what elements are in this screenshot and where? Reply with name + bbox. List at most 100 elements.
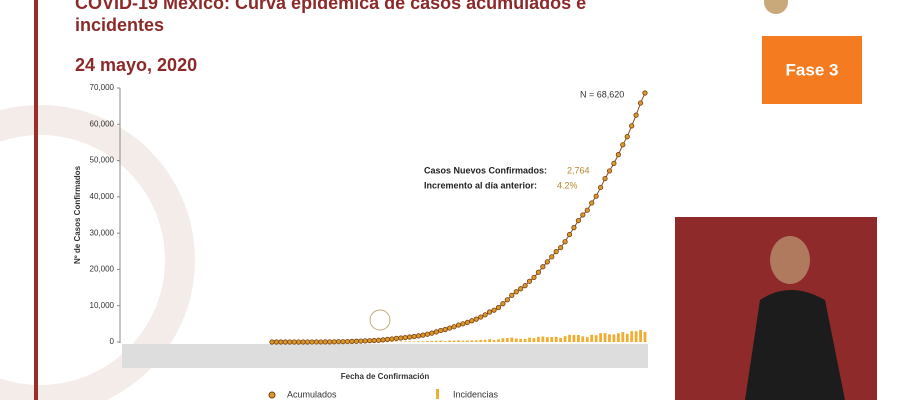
cumulative-point (575, 217, 581, 224)
cumulative-point (473, 316, 479, 322)
incidence-bar (545, 337, 549, 342)
cumulative-point (398, 335, 404, 341)
cumulative-point (344, 338, 351, 345)
incidence-bar (585, 337, 589, 342)
annotation: Casos Nuevos Confirmados: (424, 165, 547, 175)
incidence-bar (612, 334, 616, 342)
incidence-bar (643, 331, 647, 342)
cumulative-point (486, 309, 493, 315)
incidence-bar (634, 331, 638, 342)
incidence-bar (501, 338, 505, 342)
cumulative-point (318, 339, 324, 345)
cumulative-point (438, 327, 444, 334)
person-head (770, 236, 810, 284)
cumulative-point (469, 318, 475, 324)
cumulative-point (593, 193, 599, 199)
incidence-bar (568, 334, 571, 342)
cumulative-point (402, 334, 408, 341)
x-tick-band (122, 344, 648, 368)
incidence-bar (608, 334, 611, 342)
cumulative-point (407, 334, 413, 340)
incidence-bar (434, 340, 438, 342)
cumulative-point (362, 338, 368, 344)
cumulative-point (433, 329, 439, 335)
incidence-bar (430, 340, 434, 342)
cumulative-point (424, 331, 431, 337)
incidence-bar (474, 340, 478, 342)
side-bar (34, 0, 38, 400)
person-body (745, 290, 845, 400)
cumulative-point (540, 264, 546, 270)
incidence-bar (514, 338, 518, 342)
background-pattern (0, 105, 195, 400)
cumulative-point (642, 90, 648, 96)
incidence-bar (510, 337, 514, 342)
phase-label: Fase 3 (786, 60, 839, 79)
y-axis-label: Nº de Casos Confirmados (73, 165, 82, 264)
cumulative-point (513, 289, 519, 295)
y-tick-label: 10,000 (90, 301, 115, 310)
cumulative-point (522, 283, 528, 289)
legend-marker (436, 389, 439, 399)
cumulative-point (358, 338, 364, 344)
cumulative-point (291, 339, 297, 345)
cumulative-point (482, 312, 488, 318)
cumulative-point (495, 304, 502, 311)
incidence-bar (394, 341, 398, 342)
cumulative-point (340, 339, 346, 345)
cumulative-point (442, 326, 448, 333)
cumulative-point (411, 333, 417, 340)
cumulative-point (464, 319, 470, 326)
cumulative-point (287, 339, 293, 345)
cumulative-point (353, 338, 359, 344)
cumulative-point (393, 335, 399, 341)
cumulative-point (451, 324, 457, 330)
phase-box (762, 36, 862, 104)
cumulative-point (313, 339, 320, 345)
incidence-bar (590, 334, 594, 342)
cumulative-point (589, 200, 595, 206)
incidence-bar (408, 341, 412, 342)
incidence-bar (563, 336, 567, 342)
annotation: Incremento al día anterior: (424, 180, 537, 190)
cumulative-point (309, 339, 315, 345)
incidence-bar (594, 335, 598, 342)
cumulative-point (629, 123, 635, 129)
cumulative-point (269, 339, 275, 345)
incidence-bar (537, 336, 540, 342)
cumulative-point (331, 339, 337, 345)
annotation: 2,764 (567, 165, 590, 175)
incidence-bar (572, 335, 576, 342)
cumulative-point (282, 339, 288, 345)
cumulative-point (504, 297, 510, 303)
incidence-bar (465, 340, 469, 342)
cumulative-point (384, 336, 391, 342)
incidence-bar (497, 339, 500, 342)
y-tick-label: 60,000 (90, 119, 115, 128)
y-tick-label: 40,000 (90, 192, 115, 201)
cumulative-point (336, 339, 342, 345)
cumulative-point (349, 338, 355, 345)
cumulative-point (380, 337, 386, 343)
cumulative-point (624, 134, 630, 140)
incidence-bar (470, 340, 474, 342)
cumulative-point (327, 339, 333, 345)
incidence-bar (479, 339, 483, 342)
incidence-bar (603, 333, 607, 342)
incidence-bar (528, 337, 531, 342)
y-tick-label: 0 (110, 337, 115, 346)
cumulative-point (606, 168, 613, 174)
incidence-bar (541, 336, 545, 342)
incidence-bar (532, 338, 536, 342)
incidence-bar (421, 341, 425, 342)
incidence-bar (559, 337, 563, 342)
cumulative-point (375, 337, 382, 343)
icon (369, 309, 391, 331)
cumulative-point (389, 336, 395, 342)
incidence-bar (550, 336, 554, 342)
date: 24 mayo, 2020 (75, 55, 197, 75)
cumulative-point (322, 339, 328, 345)
y-tick-label: 30,000 (90, 228, 115, 237)
cumulative-point (549, 254, 555, 260)
